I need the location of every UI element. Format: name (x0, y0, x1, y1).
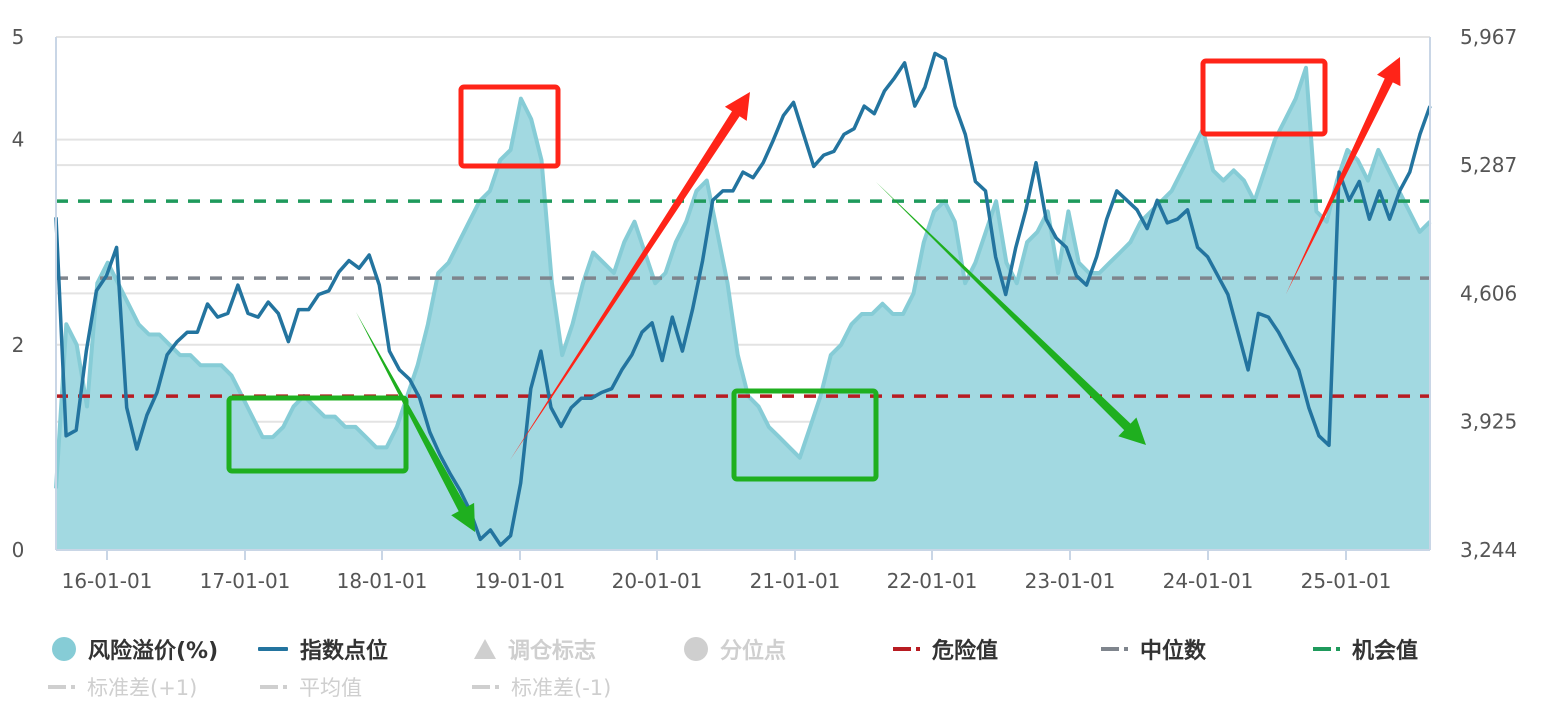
dash-dot-icon (1101, 647, 1128, 651)
triangle-icon (474, 639, 496, 659)
legend-item-std-plus-1[interactable]: 标准差(+1) (48, 672, 197, 702)
legend-label: 风险溢价(%) (88, 639, 219, 664)
legend-item-average[interactable]: 平均值 (260, 672, 362, 702)
legend-label: 标准差(+1) (87, 676, 198, 700)
legend-label: 分位点 (720, 639, 787, 664)
legend-label: 危险值 (932, 639, 999, 664)
legend-item-risk-premium[interactable]: 风险溢价(%) (52, 633, 218, 665)
index-line (54, 51, 1432, 547)
dash-dot-icon (48, 685, 75, 689)
dash-dot-icon (472, 685, 499, 689)
circle-icon (684, 637, 708, 661)
x-tick-label: 24-01-01 (1163, 569, 1254, 593)
legend: 风险溢价(%) 指数点位 调仓标志 分位点 危险值 中位数 机会值 标准差(+1… (0, 628, 1559, 713)
highlight-box (458, 84, 561, 169)
legend-item-std-minus-1[interactable]: 标准差(-1) (472, 672, 611, 702)
axes: 0 2 4 5 3,244 3,925 4,606 5,287 5,967 16-01-01 17-… (12, 25, 1518, 593)
trend-arrow-icon (356, 312, 475, 532)
trend-arrow-icon (876, 182, 1146, 445)
y-left-tick-label: 2 (12, 333, 25, 357)
dash-dot-icon (1313, 647, 1340, 651)
risk-premium-chart: 0 2 4 5 3,244 3,925 4,606 5,287 5,967 16-01-01 17-… (12, 25, 1518, 593)
y-right-tick-label: 3,244 (1460, 538, 1517, 562)
x-tick-label: 22-01-01 (887, 569, 978, 593)
x-tick-label: 18-01-01 (337, 569, 428, 593)
x-tick-label: 17-01-01 (200, 569, 291, 593)
legend-label: 标准差(-1) (511, 676, 612, 700)
y-left-tick-label: 4 (12, 128, 25, 152)
legend-label: 平均值 (299, 676, 362, 700)
y-left-tick-label: 5 (12, 25, 25, 49)
legend-item-danger-value[interactable]: 危险值 (893, 633, 998, 665)
legend-item-index-level[interactable]: 指数点位 (258, 633, 388, 665)
highlight-box (731, 388, 879, 482)
line-icon (258, 647, 288, 651)
dash-dot-icon (893, 647, 920, 651)
legend-label: 中位数 (1140, 639, 1207, 664)
y-right-tick-label: 5,967 (1460, 25, 1517, 49)
trend-arrow-icon (510, 92, 750, 460)
legend-item-percentile[interactable]: 分位点 (684, 633, 786, 665)
trend-arrow-icon (1286, 57, 1401, 294)
x-tick-label: 19-01-01 (475, 569, 566, 593)
x-tick-label: 23-01-01 (1025, 569, 1116, 593)
legend-label: 机会值 (1352, 639, 1419, 664)
legend-item-opportunity-value[interactable]: 机会值 (1313, 633, 1418, 665)
legend-item-rebalance-flag[interactable]: 调仓标志 (474, 633, 596, 665)
circle-icon (52, 637, 76, 661)
legend-label: 指数点位 (300, 639, 389, 664)
legend-label: 调仓标志 (508, 639, 597, 664)
highlight-box (226, 395, 409, 474)
legend-item-median[interactable]: 中位数 (1101, 633, 1206, 665)
annotations (226, 57, 1401, 532)
y-right-tick-label: 4,606 (1460, 281, 1517, 305)
highlight-box (1200, 58, 1328, 137)
y-right-tick-label: 5,287 (1460, 153, 1517, 177)
x-tick-label: 20-01-01 (612, 569, 703, 593)
x-tick-label: 16-01-01 (62, 569, 153, 593)
x-tick-label: 21-01-01 (750, 569, 841, 593)
dash-dot-icon (260, 685, 287, 689)
y-left-tick-label: 0 (12, 538, 25, 562)
y-right-tick-label: 3,925 (1460, 410, 1517, 434)
x-tick-label: 25-01-01 (1301, 569, 1392, 593)
